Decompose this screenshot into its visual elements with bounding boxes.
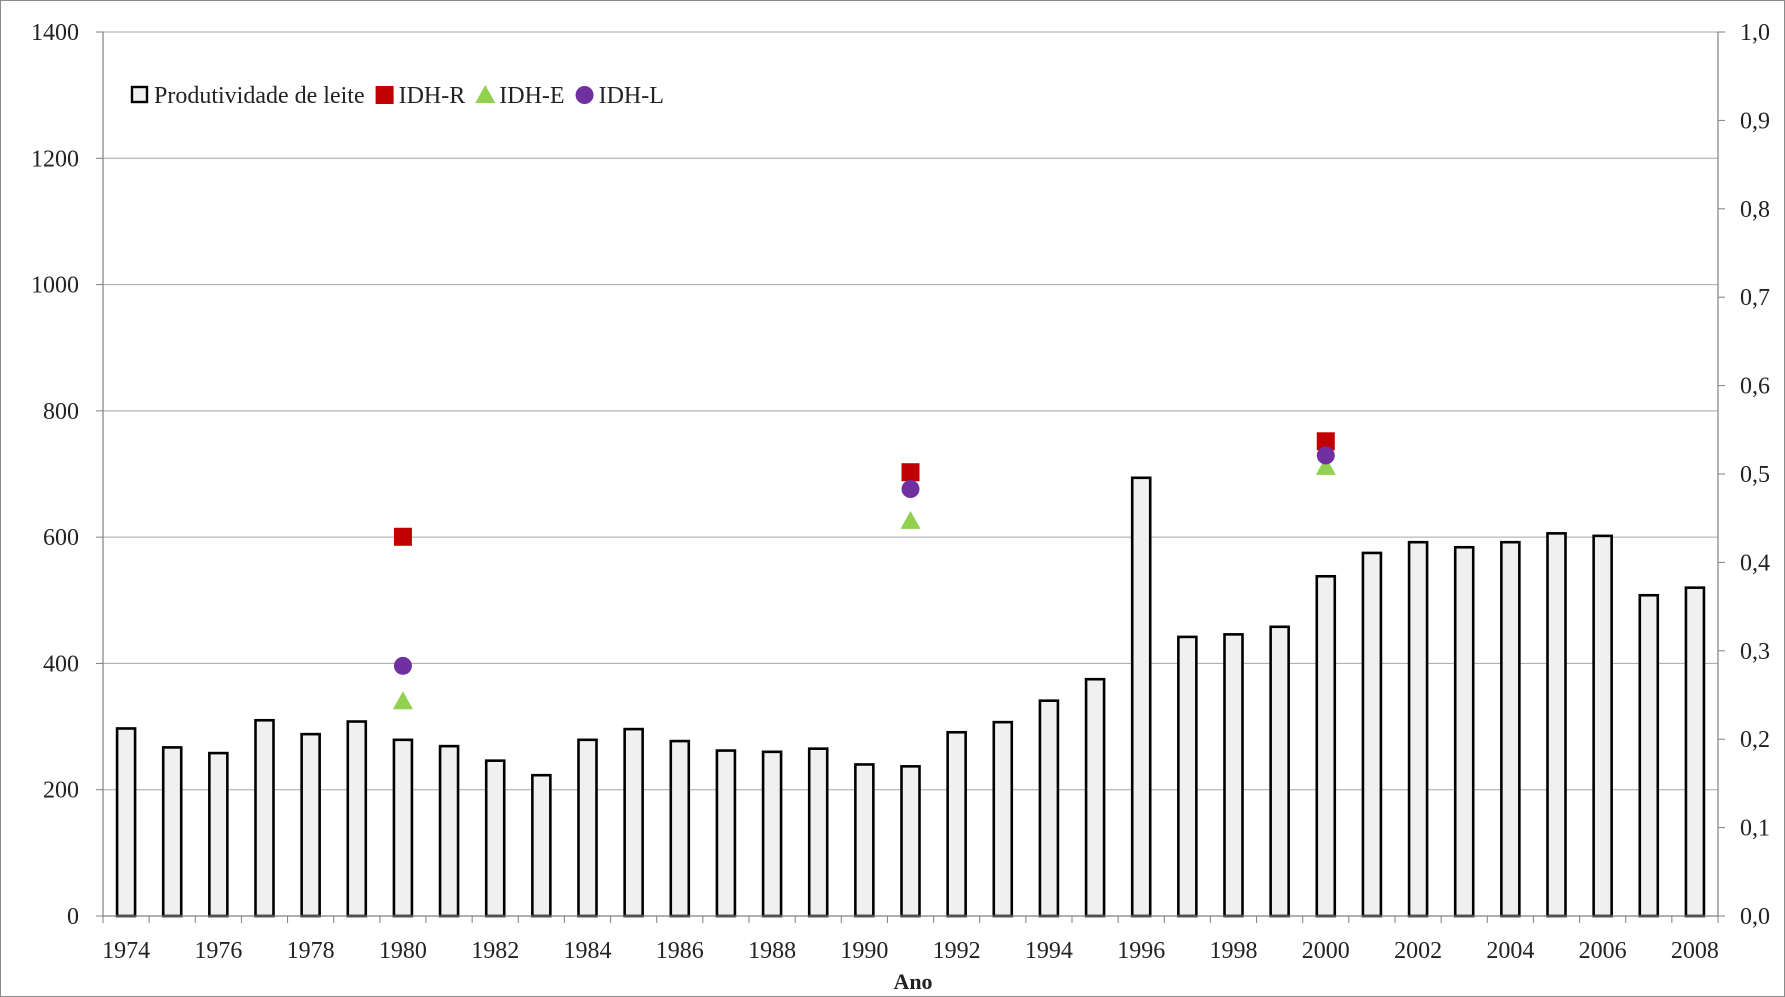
bar: [623, 727, 644, 918]
left-tick-label: 1200: [31, 146, 79, 172]
right-tick-label: 1,0: [1740, 20, 1770, 46]
x-tick-label: 2004: [1486, 938, 1534, 964]
bar: [346, 720, 368, 918]
x-tick-label: 1998: [1210, 938, 1258, 964]
marker-point: [901, 480, 920, 499]
right-tick-label: 0,0: [1740, 904, 1770, 930]
marker-series: [392, 432, 1336, 710]
x-tick-label: 2000: [1302, 938, 1350, 964]
legend-label: IDH-E: [499, 83, 564, 109]
left-tick-label: 600: [43, 525, 79, 551]
bar: [715, 749, 737, 918]
x-tick-label: 1978: [287, 938, 335, 964]
x-tick-label: 1988: [748, 938, 796, 964]
bar: [1592, 534, 1613, 918]
bar: [392, 738, 414, 918]
marker-point: [393, 527, 412, 546]
x-tick-label: 1976: [194, 938, 242, 964]
bar: [669, 739, 691, 918]
marker-point: [392, 691, 413, 710]
bar: [1269, 625, 1290, 918]
x-tick-label: 1990: [840, 938, 888, 964]
legend-label: IDH-L: [599, 83, 664, 109]
bar: [761, 750, 783, 918]
marker-point: [393, 656, 412, 675]
right-tick-label: 0,3: [1740, 639, 1770, 665]
right-tick-label: 0,6: [1740, 374, 1770, 400]
bar: [1038, 699, 1060, 918]
marker-point: [901, 463, 920, 482]
x-tick-label: 1982: [471, 938, 519, 964]
right-tick-label: 0,1: [1740, 816, 1770, 842]
marker-point: [900, 510, 921, 529]
legend-swatch: [375, 86, 394, 104]
bar: [300, 732, 321, 918]
marker-point: [1316, 446, 1335, 465]
left-y-axis-ticks: 0 200 400 600 800 1000 1200 1400: [31, 20, 103, 930]
left-tick-label: 800: [43, 399, 79, 425]
bar: [484, 759, 506, 918]
x-tick-label: 1986: [656, 938, 704, 964]
right-tick-label: 0,2: [1740, 727, 1770, 753]
legend: Produtividade de leite IDH-R IDH-E IDH-L: [130, 83, 664, 109]
legend-swatch: [575, 86, 594, 104]
bar: [577, 738, 598, 918]
bar: [1361, 551, 1383, 918]
bar: [1546, 532, 1567, 918]
left-tick-label: 0: [67, 904, 79, 930]
bar: [1407, 540, 1429, 918]
bar: [807, 747, 829, 918]
left-tick-label: 1400: [31, 20, 79, 46]
left-tick-label: 400: [43, 651, 79, 677]
legend-swatch: [475, 85, 496, 103]
bar: [1500, 540, 1521, 918]
bar: [1453, 545, 1475, 918]
x-tick-label: 1996: [1117, 938, 1165, 964]
x-tick-label: 1974: [102, 938, 150, 964]
bar: [1638, 593, 1660, 918]
right-tick-label: 0,5: [1740, 462, 1770, 488]
x-axis-title: Ano: [893, 969, 932, 994]
left-tick-label: 200: [43, 778, 79, 804]
bar: [161, 746, 183, 918]
bar: [1084, 677, 1106, 918]
bar: [854, 763, 875, 918]
bar-series: [115, 476, 1706, 918]
bar: [115, 727, 137, 918]
legend-label: IDH-R: [399, 83, 466, 109]
legend-swatch: [130, 85, 149, 104]
bar: [1315, 574, 1337, 918]
bar: [1130, 476, 1152, 918]
right-tick-label: 0,7: [1740, 285, 1770, 311]
legend-label: Produtividade de leite: [154, 83, 365, 109]
bar: [992, 720, 1014, 918]
left-tick-label: 1000: [31, 273, 79, 299]
x-tick-label: 2002: [1394, 938, 1442, 964]
bar: [531, 773, 552, 918]
x-tick-label: 1994: [1025, 938, 1073, 964]
x-tick-label: 2008: [1671, 938, 1719, 964]
x-tick-label: 1980: [379, 938, 427, 964]
x-tick-label: 1984: [564, 938, 612, 964]
bar: [1684, 586, 1706, 918]
x-axis-ticks: 1974 1976 1978 1980 1982 1984 1986 1988 1990 1992…: [102, 916, 1719, 964]
marker-point: [1316, 432, 1335, 451]
bar: [208, 751, 229, 918]
bar: [438, 744, 460, 918]
right-y-axis-ticks: 0,0 0,1 0,2 0,3 0,4 0,5 0,6 0,7 0,8 0,9 1,0: [1718, 20, 1770, 930]
x-tick-label: 1992: [933, 938, 981, 964]
right-tick-label: 0,9: [1740, 108, 1770, 134]
bar: [1177, 635, 1198, 918]
bar: [900, 765, 921, 918]
marker-point: [1315, 456, 1336, 475]
right-tick-label: 0,8: [1740, 197, 1770, 223]
x-tick-label: 2006: [1579, 938, 1627, 964]
right-tick-label: 0,4: [1740, 550, 1770, 576]
bar: [254, 718, 275, 918]
bar: [1223, 633, 1244, 918]
bar: [946, 730, 967, 918]
